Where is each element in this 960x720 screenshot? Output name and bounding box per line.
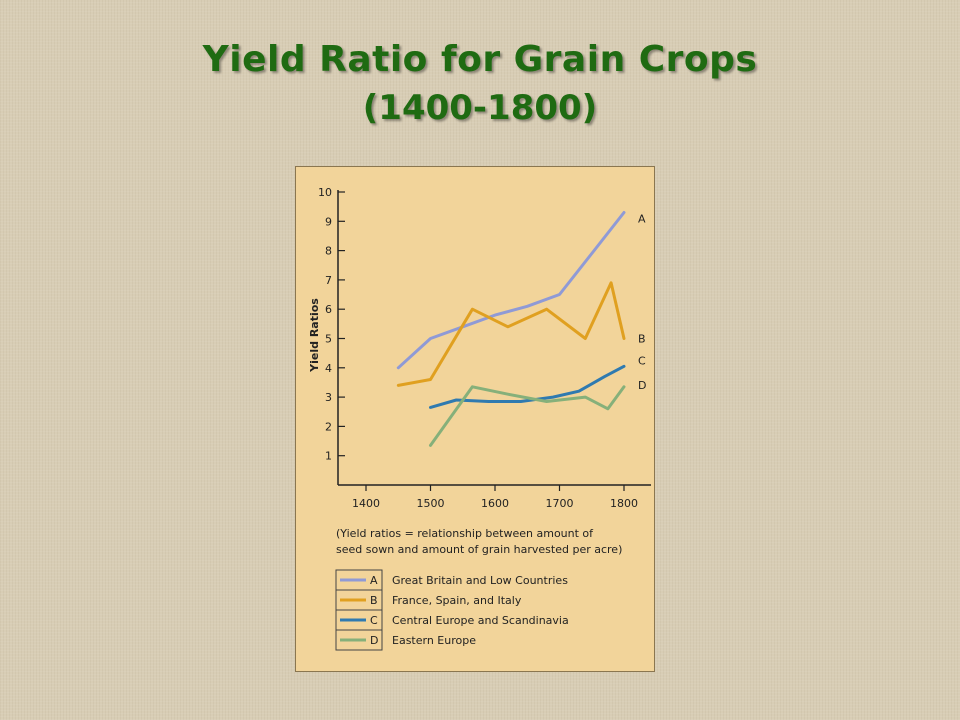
y-tick-label: 5 [325, 333, 332, 346]
y-tick-label: 3 [325, 391, 332, 404]
y-tick-label: 2 [325, 420, 332, 433]
x-tick-label: 1500 [417, 497, 445, 510]
y-tick-label: 6 [325, 303, 332, 316]
x-tick-label: 1700 [546, 497, 574, 510]
series-line-a [396, 211, 626, 370]
series-end-label-c: C [638, 354, 646, 367]
y-tick-label: 7 [325, 274, 332, 287]
x-tick-label: 1400 [352, 497, 380, 510]
x-tick-label: 1800 [610, 497, 638, 510]
title-line-1: Yield Ratio for Grain Crops [202, 39, 758, 80]
legend-label-a: Great Britain and Low Countries [392, 574, 568, 587]
y-axis-label: Yield Ratios [308, 298, 321, 373]
legend-key-a: A [370, 574, 378, 587]
series-end-label-b: B [638, 333, 646, 346]
series-line-d [429, 385, 626, 447]
y-tick-label: 10 [318, 186, 332, 199]
chart-note-line-1: (Yield ratios = relationship between amo… [336, 527, 594, 540]
legend-key-b: B [370, 594, 378, 607]
series-line-b [396, 281, 626, 387]
legend-label-b: France, Spain, and Italy [392, 594, 522, 607]
chart-panel: 1 2 3 4 5 6 7 8 9 10 1400 1500 1600 1700 1800 Yield Ra… [295, 166, 655, 672]
yield-ratio-chart: 1 2 3 4 5 6 7 8 9 10 1400 1500 1600 1700 1800 Yield Ra… [308, 186, 651, 651]
series-end-label-a: A [638, 213, 646, 226]
chart-note-line-2: seed sown and amount of grain harvested … [336, 543, 622, 556]
y-tick-label: 4 [325, 362, 332, 375]
y-tick-label: 9 [325, 215, 332, 228]
legend: A Great Britain and Low Countries B France,… [335, 569, 569, 651]
y-tick-label: 8 [325, 245, 332, 258]
title-line-2: (1400-1800) [362, 88, 598, 128]
legend-label-d: Eastern Europe [392, 634, 476, 647]
legend-key-d: D [370, 634, 378, 647]
x-tick-label: 1600 [481, 497, 509, 510]
legend-label-c: Central Europe and Scandinavia [392, 614, 569, 627]
series-end-label-d: D [638, 379, 646, 392]
legend-key-c: C [370, 614, 378, 627]
y-tick-label: 1 [325, 450, 332, 463]
slide-title: Yield Ratio for Grain Crops (1400-1800) [0, 36, 960, 132]
